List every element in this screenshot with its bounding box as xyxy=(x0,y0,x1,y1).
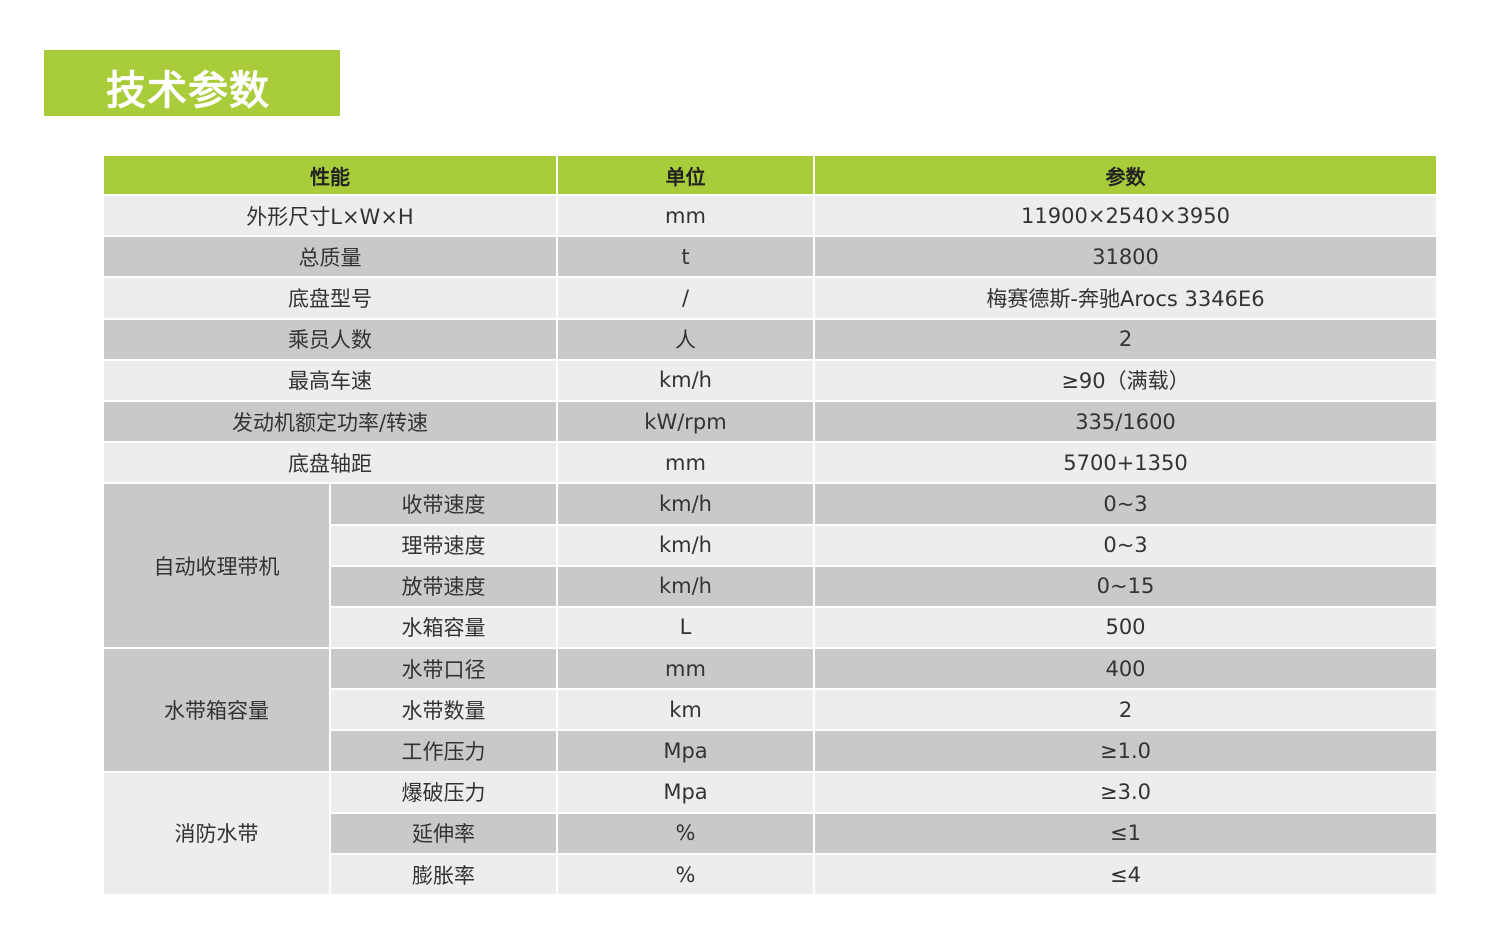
row-label: 乘员人数 xyxy=(104,319,556,359)
group-label: 消防水带 xyxy=(104,772,329,895)
table-row: 水带数量 km 2 xyxy=(104,690,1436,730)
row-value: 0~3 xyxy=(815,484,1436,524)
row-value: ≤1 xyxy=(815,813,1436,853)
row-label: 发动机额定功率/转速 xyxy=(104,401,556,442)
table-row: 膨胀率% ≤4 xyxy=(104,855,1436,895)
row-unit: 人 xyxy=(558,319,813,359)
row-label: 水带口径 xyxy=(331,649,556,689)
row-value: 2 xyxy=(815,319,1436,359)
row-label: 底盘型号 xyxy=(104,278,556,318)
row-label: 总质量 xyxy=(104,237,556,277)
table-row: 最高车速 km/h ≥90（满载） xyxy=(104,360,1436,400)
row-label: 水箱容量 xyxy=(331,607,556,648)
row-value: 11900×2540×3950 xyxy=(815,196,1436,236)
spec-table: 性能 单位 参数 外形尺寸L×W×H mm 11900×2540×3950 总质量 t 3… xyxy=(102,154,1438,896)
row-label: 外形尺寸L×W×H xyxy=(104,196,556,236)
row-value: ≥1.0 xyxy=(815,731,1436,771)
row-label: 最高车速 xyxy=(104,360,556,400)
row-label: 工作压力 xyxy=(331,731,556,771)
row-unit: L xyxy=(558,607,813,648)
table-row: 总质量 t 31800 xyxy=(104,237,1436,277)
row-value: 梅赛德斯-奔驰Arocs 3346E6 xyxy=(815,278,1436,318)
table-row: 发动机额定功率/转速 kW/rpm 335/1600 xyxy=(104,401,1436,442)
section-title-banner: 技术参数 xyxy=(44,50,340,116)
row-label: 底盘轴距 xyxy=(104,443,556,483)
row-label: 延伸率 xyxy=(331,813,556,853)
row-unit: km/h xyxy=(558,360,813,400)
row-unit: / xyxy=(558,278,813,318)
table-row: 水带箱容量 水带口径 mm 400 xyxy=(104,649,1436,771)
row-unit: mm xyxy=(558,443,813,483)
table-row: 乘员人数人 2 xyxy=(104,319,1436,359)
row-value: 2 xyxy=(815,690,1436,730)
row-unit: km/h xyxy=(558,525,813,565)
row-label: 放带速度 xyxy=(331,566,556,606)
row-label: 膨胀率 xyxy=(331,855,556,895)
row-value: 335/1600 xyxy=(815,401,1436,442)
row-unit: % xyxy=(558,813,813,853)
table-row: 自动收理带机 收带速度 km/h 0~3 xyxy=(104,484,1436,648)
row-label: 理带速度 xyxy=(331,525,556,565)
table-row: 延伸率% ≤1 xyxy=(104,813,1436,853)
table-header-row: 性能 单位 参数 xyxy=(104,156,1436,194)
row-value: 5700+1350 xyxy=(815,443,1436,483)
header-value: 参数 xyxy=(815,156,1436,194)
row-label: 收带速度 xyxy=(331,484,556,524)
section-title: 技术参数 xyxy=(106,68,270,114)
table-row: 理带速度 km/h 0~3 xyxy=(104,525,1436,565)
row-value: 0~15 xyxy=(815,566,1436,606)
row-value: 31800 xyxy=(815,237,1436,277)
row-label: 爆破压力 xyxy=(331,772,556,812)
row-unit: % xyxy=(558,855,813,895)
header-performance: 性能 xyxy=(104,156,556,194)
row-value: 0~3 xyxy=(815,525,1436,565)
row-value: ≥3.0 xyxy=(815,772,1436,812)
table-row: 水箱容量 L 500 xyxy=(104,607,1436,648)
row-value: ≥90（满载） xyxy=(815,360,1436,400)
row-unit: Mpa xyxy=(558,731,813,771)
table-row: 工作压力 Mpa ≥1.0 xyxy=(104,731,1436,771)
row-unit: km/h xyxy=(558,566,813,606)
row-unit: kW/rpm xyxy=(558,401,813,442)
row-value: 400 xyxy=(815,649,1436,689)
row-value: ≤4 xyxy=(815,855,1436,895)
table-row: 消防水带 爆破压力 Mpa ≥3.0 xyxy=(104,772,1436,895)
group-label: 水带箱容量 xyxy=(104,649,329,771)
row-unit: t xyxy=(558,237,813,277)
header-unit: 单位 xyxy=(558,156,813,194)
table-row: 外形尺寸L×W×H mm 11900×2540×3950 xyxy=(104,196,1436,236)
row-unit: km xyxy=(558,690,813,730)
row-unit: mm xyxy=(558,196,813,236)
row-label: 水带数量 xyxy=(331,690,556,730)
table-row: 放带速度 km/h 0~15 xyxy=(104,566,1436,606)
table-row: 底盘型号 / 梅赛德斯-奔驰Arocs 3346E6 xyxy=(104,278,1436,318)
table-row: 底盘轴距 mm 5700+1350 xyxy=(104,443,1436,483)
row-value: 500 xyxy=(815,607,1436,648)
group-label: 自动收理带机 xyxy=(104,484,329,648)
row-unit: km/h xyxy=(558,484,813,524)
row-unit: Mpa xyxy=(558,772,813,812)
row-unit: mm xyxy=(558,649,813,689)
